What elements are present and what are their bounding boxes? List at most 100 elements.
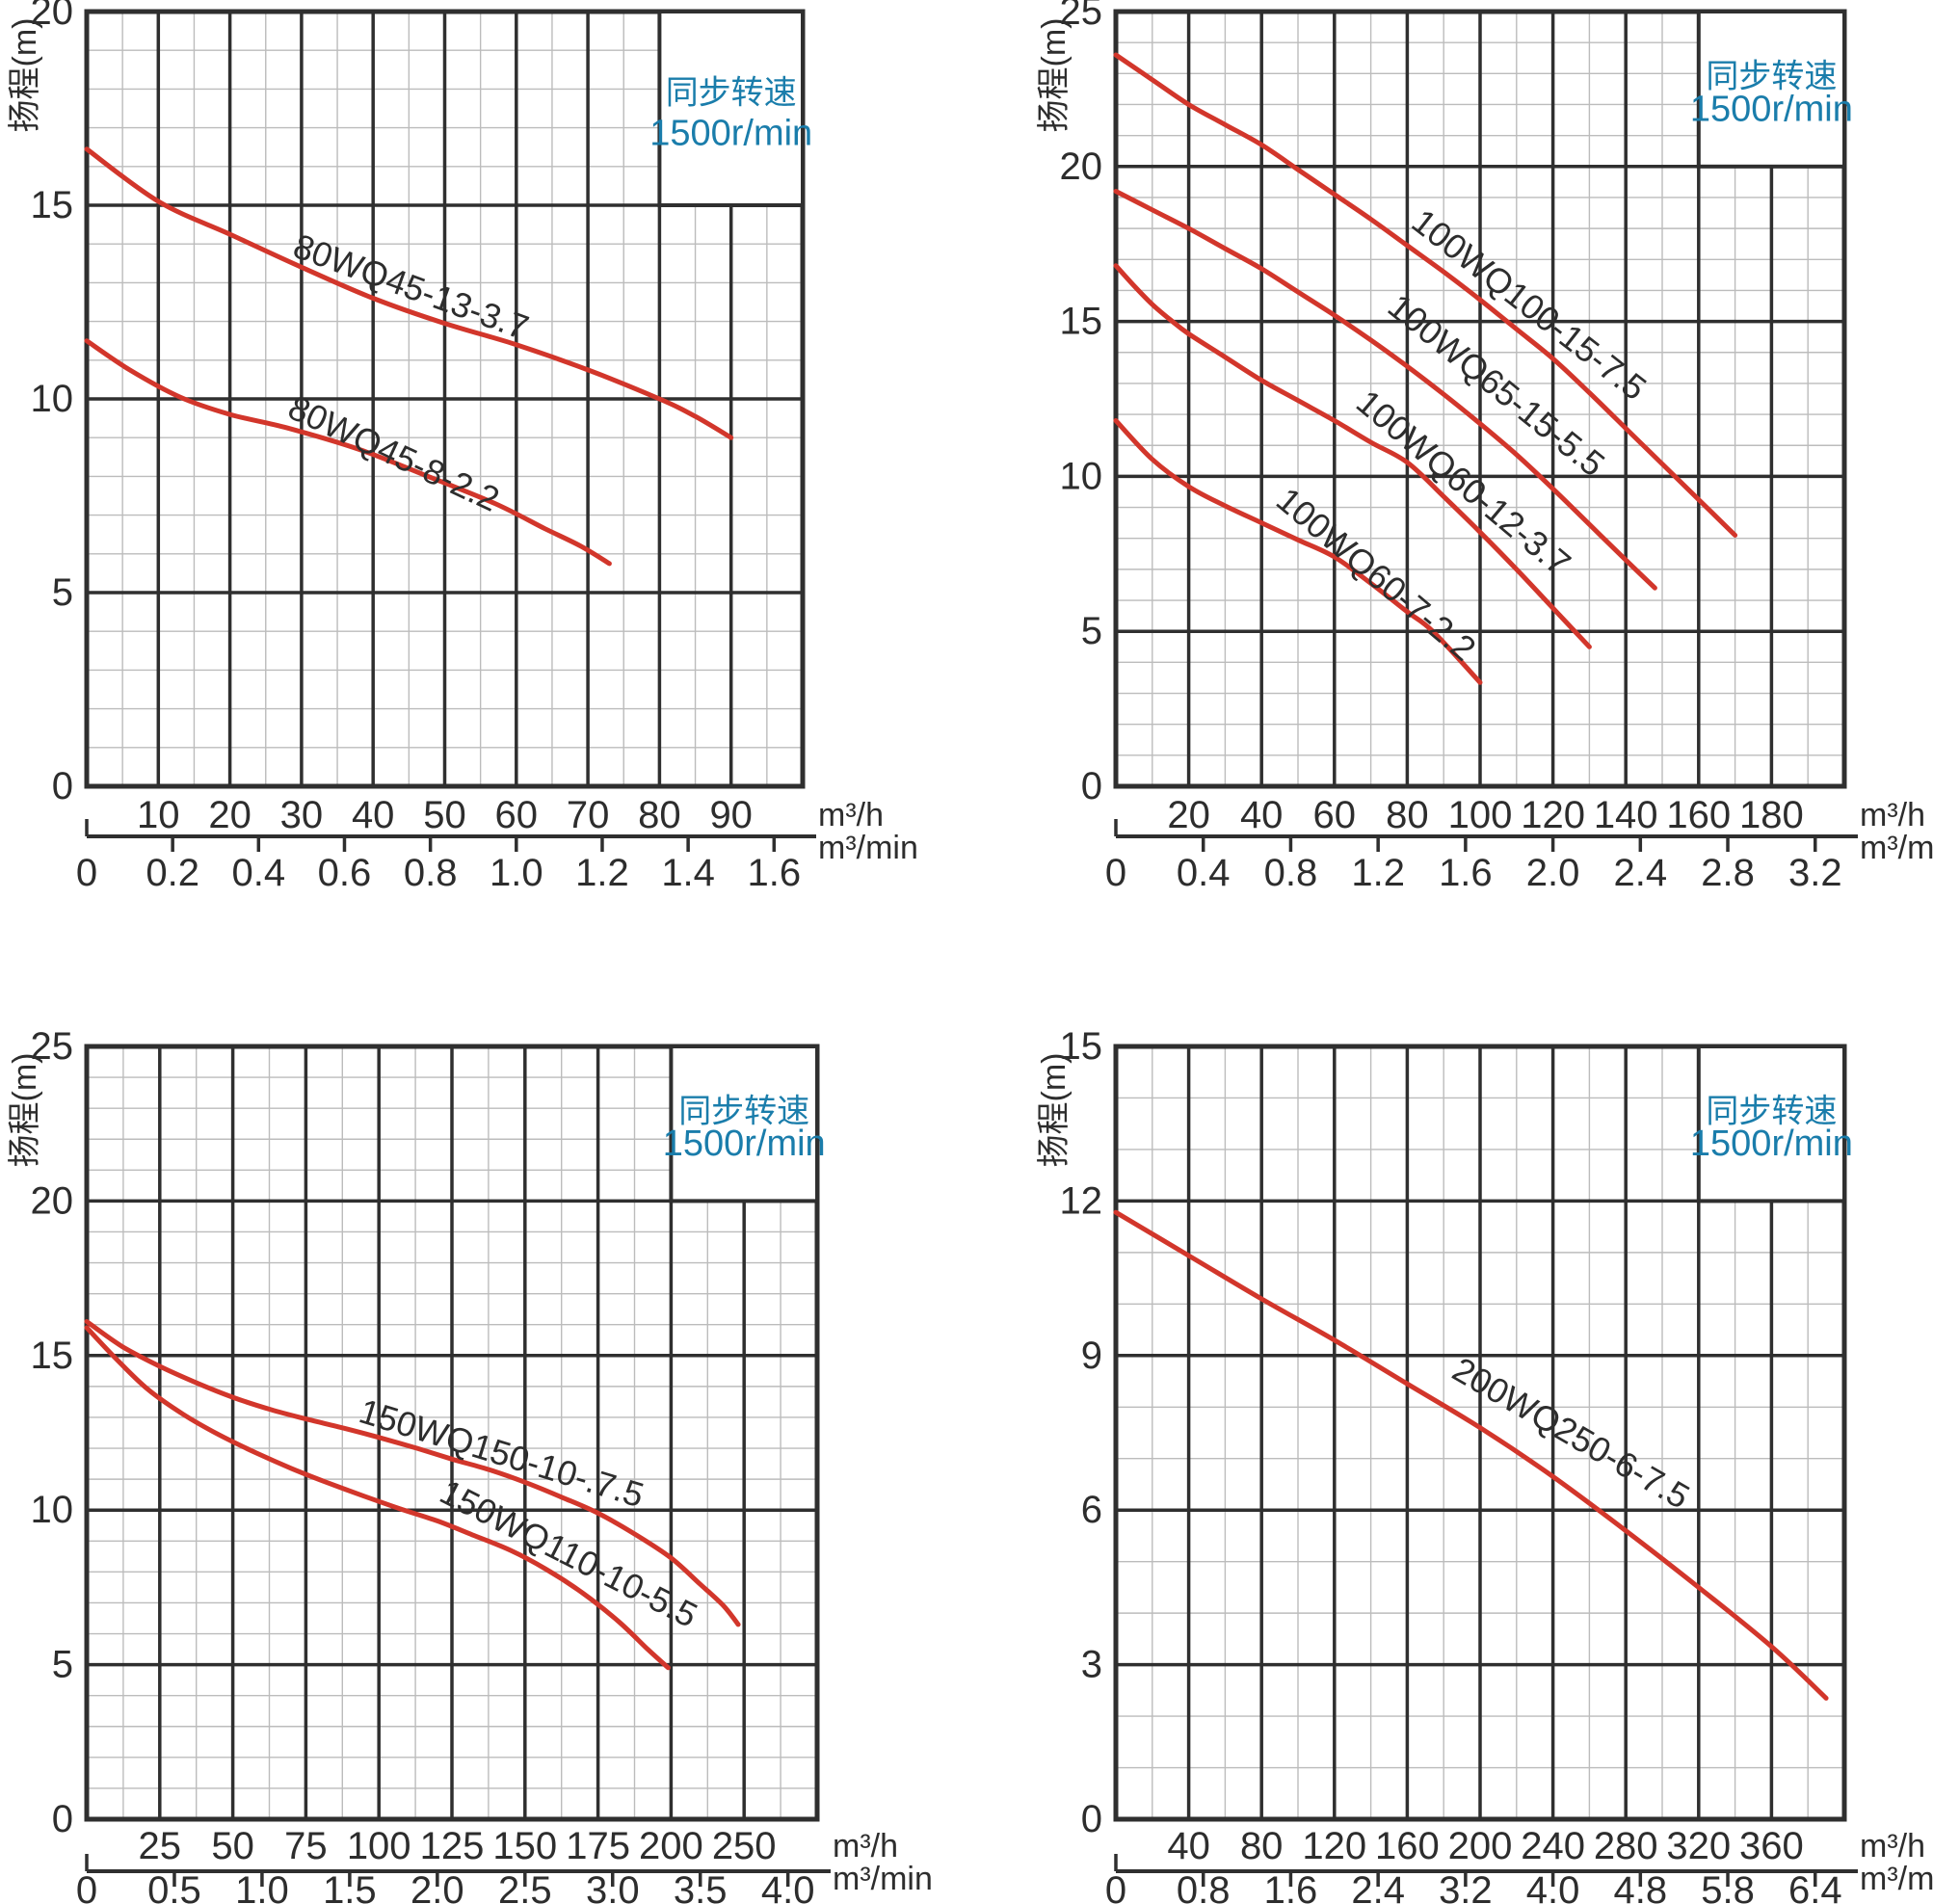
x2-tick-label: 0.4	[1177, 852, 1231, 894]
x2-tick-label: 2.4	[1351, 1869, 1405, 1904]
x-tick-label: 40	[352, 794, 395, 836]
curve-80WQ45-13-3.7	[84, 146, 734, 440]
x-tick-label: 40	[1240, 794, 1284, 836]
x-tick-label: 40	[1167, 1825, 1210, 1867]
x2-tick-label: 0.5	[147, 1869, 201, 1904]
x2-tick-label: 3.2	[1439, 1869, 1493, 1904]
x-tick-label: 160	[1375, 1825, 1440, 1867]
x2-tick-label: 1.2	[1351, 852, 1405, 894]
curve-100WQ60-12-3.7	[1113, 263, 1592, 649]
x-tick-label: 50	[423, 794, 466, 836]
curve-150WQ150-10-.7.5	[84, 1319, 741, 1627]
x-tick-label: 20	[208, 794, 252, 836]
x2-tick-label: 2.8	[1701, 852, 1755, 894]
curve-100WQ100-15-7.5	[1113, 52, 1738, 538]
curve-100WQ65-15-5.5	[1113, 189, 1657, 591]
y-tick-label: 10	[31, 378, 74, 420]
sync-speed-note-line2: 1500r/min	[1690, 1124, 1853, 1164]
plot-border	[84, 9, 806, 789]
x-tick-label: 80	[1240, 1825, 1284, 1867]
x-unit-secondary: m³/min	[818, 830, 918, 866]
x2-tick-label: 1.0	[235, 1869, 289, 1904]
y-tick-label: 10	[1060, 455, 1103, 497]
x-tick-label: 180	[1739, 794, 1804, 836]
x2-tick-label: 2.4	[1614, 852, 1668, 894]
x2-tick-label: 0.8	[1177, 1869, 1231, 1904]
x2-tick-label: 5.8	[1701, 1869, 1755, 1904]
x-unit-secondary: m³/min	[833, 1861, 933, 1897]
y-tick-label: 15	[31, 1335, 74, 1377]
y-tick-label: 20	[31, 0, 74, 33]
curve-label: 80WQ45-8-2.2	[282, 387, 505, 519]
x-tick-label: 120	[1521, 794, 1585, 836]
sync-speed-note-box	[1696, 1045, 1847, 1203]
sync-speed-note-line1: 同步转速	[678, 1093, 809, 1129]
x-unit-secondary: m³/min	[1860, 830, 1933, 866]
x2-tick-label: 6.4	[1788, 1869, 1842, 1904]
chart-bottom-left: 同步转速1500r/min150WQ150-10-.7.5150WQ110-10…	[7, 1025, 933, 1904]
curve-200WQ250-6-7.5	[1113, 1209, 1829, 1701]
y-tick-label: 9	[1081, 1335, 1102, 1377]
x2-tick-label: 0.6	[318, 852, 372, 894]
y-tick-label: 5	[1081, 610, 1102, 652]
x-tick-label: 280	[1594, 1825, 1658, 1867]
x-tick-label: 140	[1594, 794, 1658, 836]
x-tick-label: 80	[1386, 794, 1429, 836]
y-tick-label: 20	[1060, 145, 1103, 188]
curve-label: 100WQ100-15-7.5	[1405, 201, 1655, 409]
x2-tick-label: 1.6	[1264, 1869, 1318, 1904]
curve-80WQ45-8-2.2	[84, 338, 612, 567]
y-tick-label: 3	[1081, 1644, 1102, 1686]
x2-tick-label: 0.8	[404, 852, 458, 894]
plot-border	[1113, 9, 1847, 789]
sync-speed-note-box	[669, 1045, 820, 1203]
x2-tick-label: 1.4	[661, 852, 715, 894]
x2-tick-label: 0.2	[146, 852, 199, 894]
y-tick-label: 15	[1060, 301, 1103, 343]
x2-tick-label: 1.6	[747, 852, 801, 894]
x-tick-label: 25	[139, 1825, 182, 1867]
chart-top-right: 同步转速1500r/min100WQ100-15-7.5100WQ65-15-5…	[1036, 0, 1933, 894]
x-unit-primary: m³/h	[833, 1828, 898, 1864]
y-tick-label: 0	[52, 1798, 73, 1840]
plot-border	[84, 1044, 820, 1822]
x-tick-label: 10	[137, 794, 180, 836]
y-tick-label: 12	[1060, 1179, 1103, 1222]
x2-tick-label: 3.5	[674, 1869, 728, 1904]
x2-tick-label: 0	[76, 1869, 97, 1904]
x-tick-label: 200	[639, 1825, 703, 1867]
x-tick-label: 160	[1666, 794, 1731, 836]
x-tick-label: 150	[492, 1825, 557, 1867]
x2-tick-label: 0	[1105, 852, 1126, 894]
y-axis-title: 扬程(m)	[7, 18, 43, 133]
x2-tick-label: 1.5	[323, 1869, 377, 1904]
y-tick-label: 25	[31, 1025, 74, 1068]
x-tick-label: 175	[566, 1825, 630, 1867]
y-tick-label: 15	[1060, 1025, 1103, 1068]
x2-tick-label: 2.0	[410, 1869, 464, 1904]
x-tick-label: 125	[420, 1825, 485, 1867]
y-tick-label: 5	[52, 1644, 73, 1686]
x-tick-label: 30	[280, 794, 324, 836]
x-tick-label: 80	[638, 794, 681, 836]
x2-tick-label: 4.0	[761, 1869, 815, 1904]
sync-speed-note-line1: 同步转速	[1706, 1093, 1837, 1129]
chart-bottom-right: 同步转速1500r/min200WQ250-6-7.503691215扬程(m)…	[1036, 1025, 1933, 1904]
x2-tick-label: 1.2	[575, 852, 629, 894]
y-axis-title: 扬程(m)	[7, 1053, 43, 1168]
sync-speed-note-line2: 1500r/min	[649, 114, 812, 154]
y-tick-label: 10	[31, 1489, 74, 1531]
x2-tick-label: 0.8	[1264, 852, 1318, 894]
sync-speed-note-box	[657, 10, 806, 207]
x-tick-label: 70	[567, 794, 610, 836]
y-tick-label: 20	[31, 1179, 74, 1222]
x-tick-label: 200	[1448, 1825, 1513, 1867]
y-tick-label: 15	[31, 184, 74, 226]
chart-top-left: 同步转速1500r/min80WQ45-13-3.780WQ45-8-2.205…	[7, 0, 918, 894]
y-tick-label: 25	[1060, 0, 1103, 33]
x2-tick-label: 3.2	[1788, 852, 1842, 894]
x2-tick-label: 3.0	[586, 1869, 640, 1904]
curve-150WQ110-10-5.5	[84, 1325, 671, 1671]
sync-speed-note-line2: 1500r/min	[663, 1124, 826, 1164]
